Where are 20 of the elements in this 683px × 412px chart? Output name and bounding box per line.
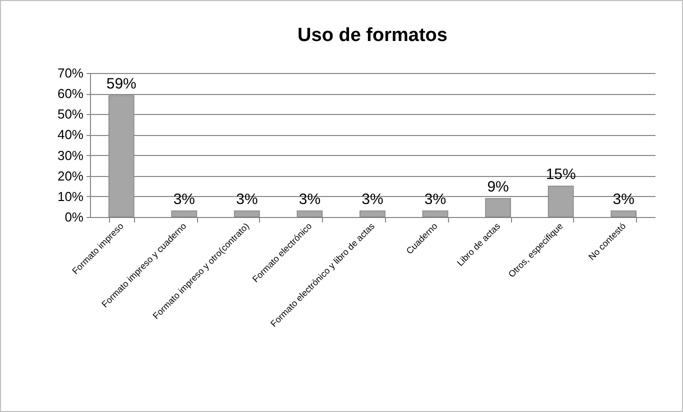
data-label: 3% (298, 190, 321, 208)
bar (171, 210, 198, 218)
bar (422, 210, 448, 218)
y-tick-label: 60% (57, 86, 84, 102)
data-label: 3% (424, 190, 446, 208)
y-tick-label: 30% (57, 148, 84, 163)
y-tick-label: 40% (57, 127, 84, 142)
data-label: 59% (106, 76, 136, 93)
chart-title: Uso de formatos (298, 25, 448, 46)
y-tick-label: 50% (57, 106, 84, 122)
y-tick-label: 20% (57, 168, 84, 184)
data-label: 3% (362, 190, 384, 208)
data-label: 3% (612, 190, 634, 208)
y-tick-label: 10% (57, 188, 84, 204)
data-label: 9% (487, 178, 509, 196)
data-label: 15% (546, 166, 576, 184)
y-tick-label: 70% (57, 66, 84, 80)
y-tick-label: 0% (64, 210, 84, 224)
data-label: 3% (236, 190, 258, 208)
data-label: 3% (173, 190, 196, 208)
